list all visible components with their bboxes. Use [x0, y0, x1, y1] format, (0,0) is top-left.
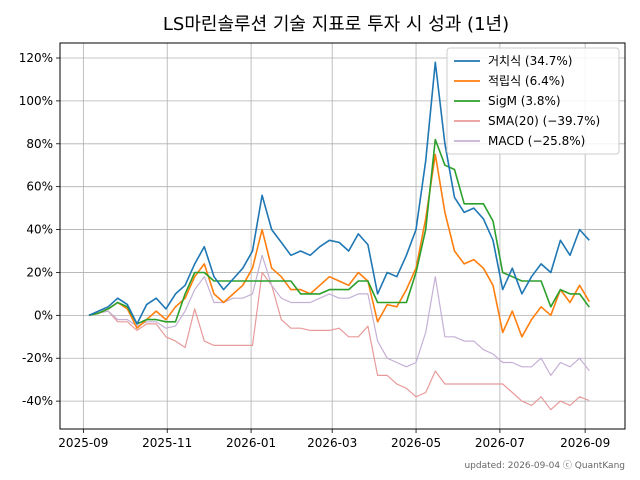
x-tick-label: 2026-05	[391, 436, 441, 450]
series-line-2	[88, 138, 590, 325]
legend-label: 거치식 (34.7%)	[488, 54, 572, 68]
x-axis: 2025-09 2025-11 2026-01 2026-03 2026-05 2026-…	[58, 429, 610, 450]
y-axis: -40% -20% 0% 20% 40% 60% 80% 100% 120%	[19, 51, 60, 408]
x-tick-label: 2026-03	[307, 436, 357, 450]
grid-lines	[60, 43, 625, 429]
x-tick-label: 2026-01	[226, 436, 276, 450]
legend-label: MACD (−25.8%)	[488, 134, 585, 148]
y-tick-label: 120%	[19, 51, 53, 65]
x-tick-label: 2026-09	[560, 436, 610, 450]
legend: 거치식 (34.7%) 적립식 (6.4%) SigM (3.8%) SMA(20) …	[446, 47, 620, 155]
chart-title: LS마린솔루션 기술 지표로 투자 시 성과 (1년)	[163, 14, 509, 35]
x-tick-label: 2025-11	[142, 436, 192, 450]
y-tick-label: -40%	[22, 394, 53, 408]
plot-lines	[88, 61, 590, 411]
y-tick-label: 40%	[26, 223, 53, 237]
legend-box	[446, 47, 620, 155]
legend-label: SigM (3.8%)	[488, 94, 561, 108]
y-tick-label: 60%	[26, 180, 53, 194]
x-tick-label: 2025-09	[58, 436, 108, 450]
y-tick-label: 0%	[34, 308, 53, 322]
y-tick-label: 20%	[26, 265, 53, 279]
series-line-0	[88, 61, 590, 325]
y-tick-label: -20%	[22, 351, 53, 365]
series-line-3	[88, 271, 590, 411]
x-tick-label: 2026-07	[475, 436, 525, 450]
series-line-1	[88, 153, 590, 338]
y-tick-label: 80%	[26, 137, 53, 151]
legend-label: 적립식 (6.4%)	[488, 74, 565, 88]
plot-frame	[59, 42, 626, 430]
series-line-4	[88, 254, 590, 376]
footer-credit: updated: 2026-09-04 ⓒ QuantKang	[464, 460, 625, 471]
legend-label: SMA(20) (−39.7%)	[488, 114, 600, 128]
y-tick-label: 100%	[19, 94, 53, 108]
